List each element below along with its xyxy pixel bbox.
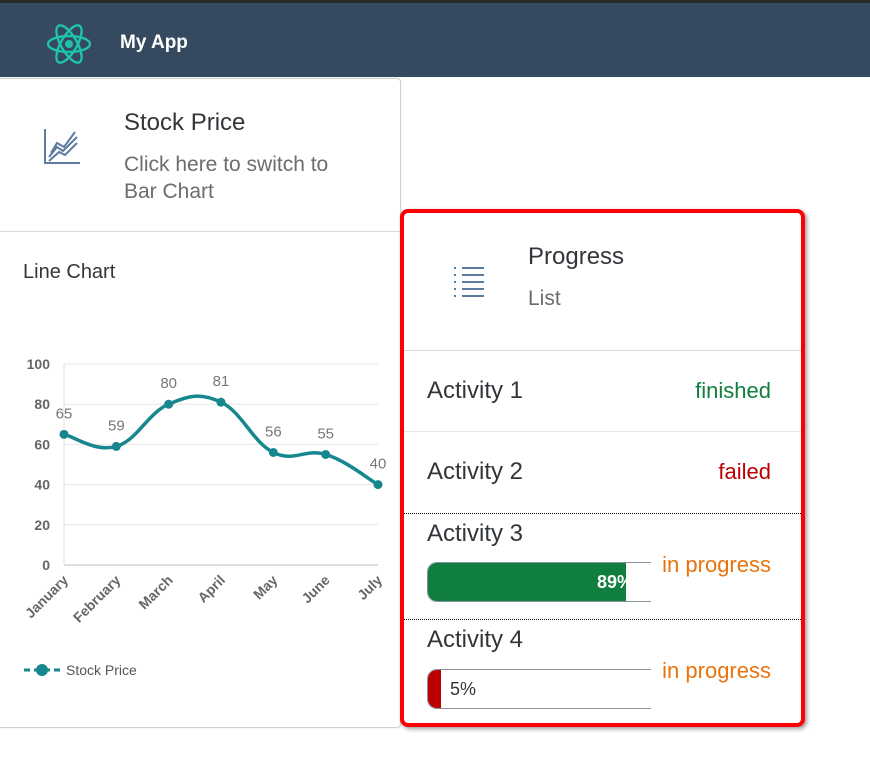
react-logo-icon: [46, 24, 92, 64]
y-tick-label: 20: [34, 517, 50, 533]
chart-title: Line Chart: [23, 261, 116, 283]
stock-card-header[interactable]: Stock Price Click here to switch to Bar …: [0, 79, 400, 232]
y-tick-label: 80: [34, 396, 50, 412]
x-tick-label: July: [354, 572, 385, 603]
chart-legend[interactable]: Stock Price: [24, 662, 137, 678]
line-chart-icon: [44, 129, 80, 164]
progress-bar: 5%: [427, 669, 651, 709]
progress-card-title: Progress: [528, 243, 625, 270]
data-point: [111, 441, 121, 451]
list-icon: [454, 267, 484, 299]
progress-card-header: Progress List: [404, 213, 801, 351]
x-tick-label: March: [135, 572, 175, 612]
data-label: 59: [108, 417, 125, 434]
progress-fill: [428, 670, 442, 708]
app-title: My App: [120, 32, 188, 53]
activity-name: Activity 1: [427, 377, 524, 404]
stock-card-subtitle[interactable]: Click here to switch to Bar Chart: [124, 153, 329, 203]
x-tick-label: June: [298, 572, 333, 607]
list-item[interactable]: Activity 1 finished: [404, 351, 801, 432]
status-text: finished: [695, 378, 771, 403]
data-label: 65: [56, 405, 73, 422]
status-text: in progress: [662, 552, 771, 577]
progress-fill: [428, 563, 627, 601]
progress-card-subtitle: List: [528, 287, 561, 310]
data-label: 40: [370, 456, 387, 473]
activity-name: Activity 2: [427, 458, 524, 485]
data-label: 80: [160, 375, 177, 392]
data-point: [59, 429, 69, 439]
y-tick-label: 100: [27, 356, 51, 372]
data-point: [164, 399, 174, 409]
list-item[interactable]: Activity 2 failed: [404, 432, 801, 513]
x-tick-label: February: [70, 572, 124, 626]
y-tick-label: 40: [34, 477, 50, 493]
stock-price-card: Stock Price Click here to switch to Bar …: [0, 78, 401, 728]
status-text: in progress: [662, 658, 771, 683]
x-tick-label: May: [250, 572, 281, 603]
list-item[interactable]: Activity 3 in progress 89%: [404, 513, 801, 620]
data-label: 56: [265, 423, 282, 440]
data-point: [373, 480, 383, 490]
y-tick-label: 60: [34, 436, 50, 452]
x-tick-label: January: [22, 572, 71, 621]
data-point: [216, 397, 226, 407]
list-item[interactable]: Activity 4 in progress 5%: [404, 620, 801, 720]
progress-label: 89%: [596, 572, 633, 592]
x-tick-label: April: [194, 572, 228, 606]
progress-label: 5%: [450, 679, 477, 699]
activity-name: Activity 4: [427, 626, 524, 653]
progress-bar: 89%: [427, 562, 651, 602]
progress-card: Progress List Activity 1 finished Activi…: [400, 209, 805, 727]
legend-marker-icon: [24, 664, 60, 676]
legend-label: Stock Price: [66, 662, 137, 678]
data-label: 81: [213, 373, 230, 390]
data-label: 55: [317, 425, 334, 442]
activity-name: Activity 3: [427, 520, 524, 547]
stock-card-title: Stock Price: [124, 109, 246, 136]
y-tick-label: 0: [42, 557, 50, 573]
status-text: failed: [718, 459, 771, 484]
shell-bar: My App: [0, 0, 870, 77]
data-point: [268, 447, 278, 457]
data-point: [321, 449, 331, 459]
